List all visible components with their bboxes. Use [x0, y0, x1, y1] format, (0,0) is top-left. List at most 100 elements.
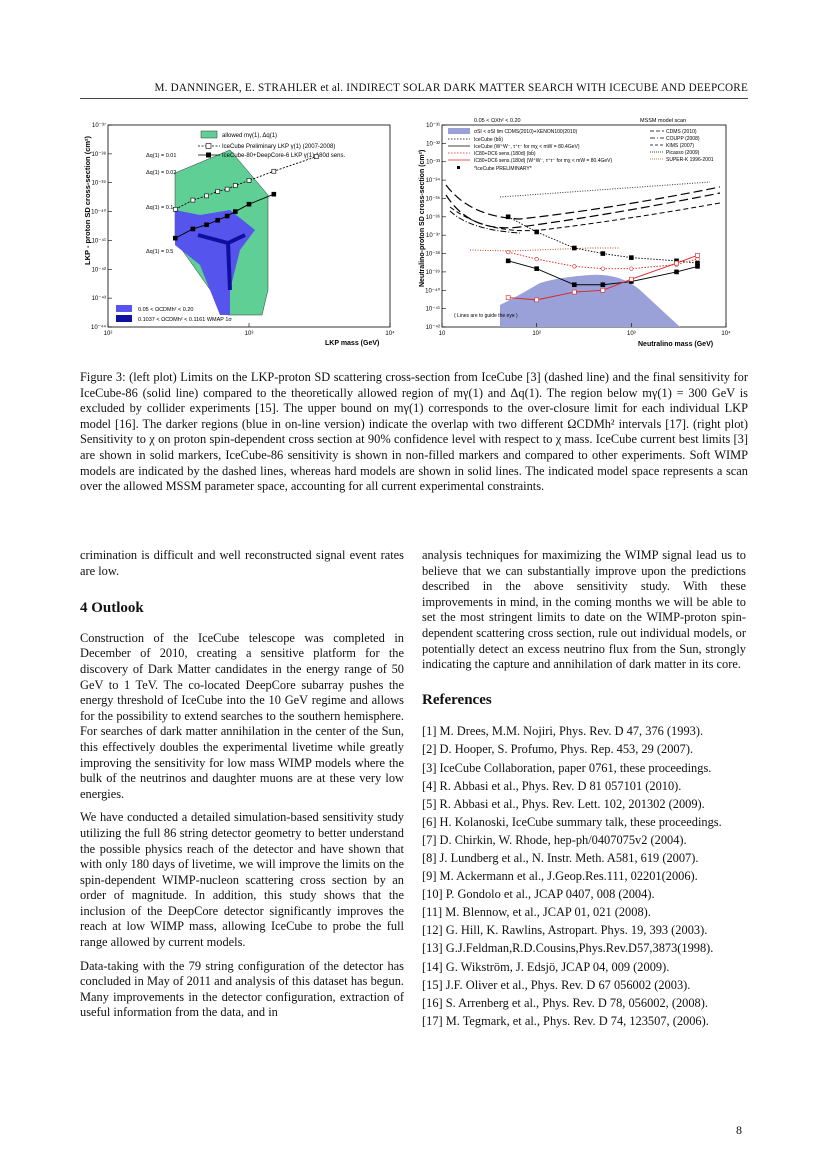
data-point [629, 276, 634, 282]
legend-rr-1: COUPP (2008) [666, 136, 700, 142]
running-header: M. DANNINGER, E. STRAHLER et al. INDIREC… [154, 82, 748, 94]
legend-r-1: IceCube (bb̄) [474, 136, 503, 143]
data-point [674, 260, 679, 266]
data-point [224, 213, 230, 219]
paragraph: We have conducted a detailed simulation-… [80, 810, 404, 950]
legend-filled-square [206, 152, 211, 158]
relic-region [175, 210, 255, 315]
y-tick-label: 10⁻³⁸ [426, 251, 441, 258]
data-point [505, 258, 511, 264]
y-tick-label: 10⁻⁴⁴ [91, 324, 106, 331]
legend-right-area-swatch [448, 128, 470, 134]
y-tick-label: 10⁻⁴⁰ [91, 209, 106, 216]
legend2-2: 0.1037 < ΩCDMh² < 0.1161 WMAP 1σ [138, 317, 232, 323]
y-tick-label: 10⁻³⁸ [92, 151, 107, 158]
kims-curve [449, 202, 721, 232]
reference-item: [5] R. Abbasi et al., Phys. Rev. Lett. 1… [422, 796, 705, 811]
x-tick-label: 10⁴ [721, 330, 731, 337]
data-point [600, 282, 606, 288]
x-tick-label: 10 [439, 331, 446, 337]
legend-green-swatch [200, 130, 218, 139]
y-tick-label: 10⁻⁴¹ [92, 237, 106, 244]
data-point [204, 193, 209, 199]
left-ylabel: LKP - proton SD cross-section (cm²) [83, 135, 92, 265]
wmap-region [197, 233, 246, 291]
reference-item: [9] M. Ackermann et al., J.Geop.Res.111,… [422, 869, 698, 884]
right-xlabel: Neutralino mass (GeV) [638, 341, 713, 348]
left-column: crimination is difficult and well recons… [80, 548, 404, 1029]
data-point [534, 229, 539, 235]
section-heading: 4 Outlook [80, 600, 144, 617]
legend2-darkblue-swatch [116, 315, 132, 322]
legend-2: IceCube Preliminary LKP γ(1) (2007-2008) [222, 144, 335, 150]
paragraph: crimination is difficult and well recons… [80, 548, 404, 578]
x-tick-label: 10⁴ [385, 330, 395, 337]
legend-rr-2: KIMS (2007) [666, 143, 694, 149]
reference-list: [1] M. Drees, M.M. Nojiri, Phys. Rev. D … [422, 724, 746, 1029]
reference-item: [13] G.J.Feldman,R.D.Cousins,Phys.Rev.D5… [422, 941, 714, 956]
data-point [215, 217, 221, 223]
y-tick-label: 10⁻³⁷ [426, 232, 440, 239]
data-point [695, 253, 700, 258]
data-point [190, 226, 196, 232]
data-point [505, 295, 511, 300]
reference-item: [17] M. Tegmark, et al., Phys. Rev. D 74… [422, 1013, 709, 1028]
y-tick-label: 10⁻⁴² [426, 324, 440, 331]
legend-open-square [205, 143, 212, 149]
data-point [271, 168, 277, 174]
annot-05: Δq(1) = 0.5 [146, 249, 173, 255]
right-y-ticks: 10⁻³¹ 10⁻³² 10⁻³³ 10⁻³⁴ 10⁻³⁵ 10⁻³⁶ 10⁻³⁷ 10⁻³⁸… [425, 123, 446, 331]
data-point [246, 178, 252, 183]
legend-r-2: IceCube (W⁺W⁻, τ⁺τ⁻ for mχ < mW = 80.4Ge… [474, 144, 580, 150]
y-tick-label: 10⁻³¹ [426, 123, 440, 129]
reference-item: [14] G. Wikström, J. Edsjö, JCAP 04, 009… [422, 959, 670, 974]
series-line [175, 156, 317, 210]
legend-rr-3: Picasso (2009) [666, 150, 700, 156]
annot-001: Δq(1) = 0.01 [146, 153, 176, 159]
data-point [572, 289, 577, 295]
legend2-blue-swatch [116, 305, 132, 312]
legend-r-0: σSI < σSI lim CDMS(2010)+XENON100(2010) [474, 129, 577, 135]
data-point [246, 201, 252, 207]
y-tick-label: 10⁻³⁷ [92, 122, 106, 129]
y-tick-label: 10⁻⁴² [92, 266, 106, 273]
right-column: analysis techniques for maximizing the W… [422, 548, 746, 1032]
data-point [271, 191, 277, 197]
legend-1: allowed mγ(1), Δq(1) [222, 133, 277, 139]
right-top-label2: MSSM model scan [640, 118, 686, 124]
data-point [233, 183, 238, 188]
legend2-1: 0.05 < ΩCDMh² < 0.20 [138, 307, 193, 313]
y-tick-label: 10⁻³⁵ [426, 195, 441, 202]
annot-002: Δq(1) = 0.02 [146, 170, 176, 176]
right-x-ticks: 10 10² 10³ 10⁴ [439, 323, 731, 337]
x-tick-label: 10² [104, 331, 113, 337]
data-point [534, 266, 539, 271]
picasso-curve [449, 210, 521, 234]
reference-item: [15] J.F. Oliver et al., Phys. Rev. D 67… [422, 977, 691, 992]
right-note: ( Lines are to guide the eye ) [454, 313, 518, 319]
superk-curve [499, 181, 711, 198]
data-point [505, 214, 511, 220]
right-series [505, 214, 700, 303]
data-point [695, 264, 700, 269]
header-rule [80, 98, 748, 99]
data-point [695, 256, 700, 262]
legend-rr-0: CDMS (2010) [666, 129, 697, 135]
legend-r-5: *IceCube PRELIMINARY* [474, 166, 532, 172]
reference-item: [1] M. Drees, M.M. Nojiri, Phys. Rev. D … [422, 724, 704, 739]
data-point [534, 297, 539, 303]
y-tick-label: 10⁻⁴³ [92, 295, 106, 302]
left-series [172, 154, 319, 241]
reference-item: [16] S. Arrenberg et al., Phys. Rev. D 7… [422, 995, 708, 1010]
y-tick-label: 10⁻³² [426, 141, 440, 147]
x-tick-label: 10³ [627, 331, 636, 337]
data-point [172, 206, 178, 212]
data-point [629, 266, 634, 271]
paragraph: Construction of the IceCube telescope wa… [80, 630, 404, 801]
reference-item: [11] M. Blennow, et al., JCAP 01, 021 (2… [422, 905, 651, 920]
data-point [572, 245, 577, 251]
annot-01: Δq(1) = 0.1 [146, 205, 173, 211]
y-tick-label: 10⁻⁴⁰ [425, 287, 440, 294]
data-point [674, 269, 679, 275]
legend-r-4: IC80+DC6 sens.(180d) (W⁺W⁻, τ⁺τ⁻ for mχ … [474, 158, 612, 164]
